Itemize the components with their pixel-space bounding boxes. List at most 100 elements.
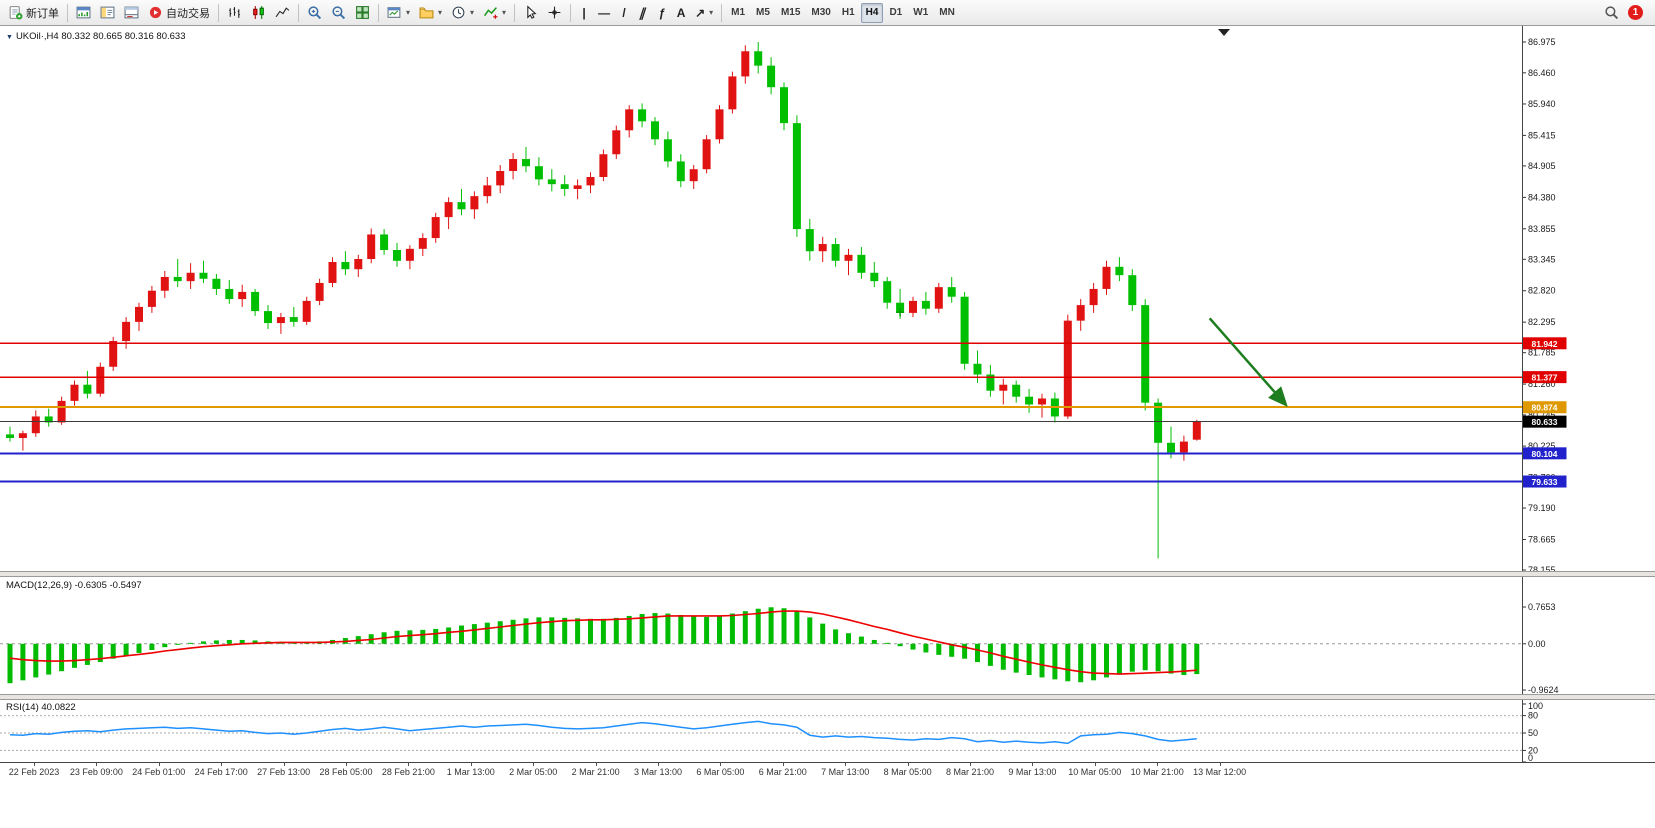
svg-text:100: 100	[1528, 701, 1543, 711]
main-chart[interactable]: 86.975 86.460 85.940 85.415 84.905 84.380 83.8…	[0, 26, 1655, 571]
svg-text:20: 20	[1528, 745, 1538, 755]
timeframe-m15[interactable]: M15	[776, 3, 805, 23]
time-label: 10 Mar 05:00	[1068, 767, 1122, 777]
crosshair-button[interactable]	[543, 2, 566, 24]
horizontal-line-tool[interactable]: —	[594, 2, 614, 24]
svg-text:82.820: 82.820	[1528, 286, 1556, 296]
macd-name: MACD(12,26,9)	[6, 580, 72, 591]
timeframe-h1[interactable]: H1	[837, 3, 860, 23]
bar-chart-button[interactable]	[223, 2, 246, 24]
terminal-icon	[124, 6, 139, 19]
time-label: 6 Mar 21:00	[758, 767, 807, 777]
zoom-out-icon	[332, 6, 346, 20]
price-axis-labels: 86.975 86.460 85.940 85.415 84.905 84.380 83.8…	[1522, 37, 1556, 571]
time-tick	[595, 763, 597, 766]
timeframe-w1[interactable]: W1	[908, 3, 933, 23]
time-tick	[408, 763, 410, 766]
svg-text:85.940: 85.940	[1528, 99, 1556, 109]
time-tick	[658, 763, 659, 766]
svg-text:79.633: 79.633	[1532, 477, 1558, 487]
timeframe-mn[interactable]: MN	[934, 3, 960, 23]
timeframe-d1[interactable]: D1	[884, 3, 907, 23]
time-tick	[970, 763, 971, 766]
pane-splitter[interactable]	[0, 694, 1655, 700]
tile-windows-button[interactable]	[351, 2, 374, 24]
time-label: 22 Feb 2023	[8, 767, 60, 777]
zoom-in-button[interactable]	[303, 2, 326, 24]
profiles-button[interactable]: ▾	[415, 2, 446, 24]
time-label: 27 Feb 13:00	[257, 767, 311, 777]
line-chart-button[interactable]	[271, 2, 294, 24]
time-tick	[907, 763, 909, 766]
channel-tool[interactable]: ∥	[634, 2, 652, 24]
rsi-line	[9, 720, 1197, 745]
vertical-line-tool[interactable]: |	[575, 2, 593, 24]
macd-pane[interactable]: 0.7653 0.00 -0.9624	[0, 577, 1655, 694]
pane-splitter[interactable]	[0, 571, 1655, 577]
timeframe-m30[interactable]: M30	[806, 3, 835, 23]
auto-trading-button[interactable]: 自动交易	[144, 2, 214, 24]
svg-text:84.380: 84.380	[1528, 192, 1556, 202]
trend-arrow-annotation	[1208, 317, 1288, 408]
svg-text:78.665: 78.665	[1528, 534, 1556, 544]
svg-text:85.415: 85.415	[1528, 130, 1556, 140]
symbol-title: UKOil·,H4	[15, 31, 59, 42]
toolbar-separator	[218, 3, 219, 22]
horizontal-levels-layer	[0, 342, 1522, 483]
auto-trading-icon	[149, 6, 162, 19]
svg-text:0.7653: 0.7653	[1528, 602, 1556, 612]
svg-text:80.633: 80.633	[1532, 417, 1558, 427]
toolbar-separator	[298, 3, 299, 22]
svg-text:82.295: 82.295	[1528, 317, 1556, 327]
chevron-down-icon: ▾	[470, 8, 475, 17]
new-chart-button[interactable]: ▾	[383, 2, 414, 24]
time-tick	[1094, 763, 1096, 766]
svg-text:80.745: 80.745	[1528, 410, 1556, 420]
svg-text:0: 0	[1528, 753, 1533, 762]
arrows-tool[interactable]: ↗ ▾	[691, 2, 717, 24]
search-icon	[1605, 6, 1619, 20]
macd-signal-line	[9, 610, 1197, 675]
time-tick	[283, 763, 285, 766]
time-tick	[782, 763, 784, 766]
svg-text:86.975: 86.975	[1528, 37, 1556, 47]
notification-badge[interactable]: 1	[1628, 5, 1643, 20]
time-tick	[96, 763, 98, 766]
navigator-button[interactable]	[96, 2, 119, 24]
search-button[interactable]	[1600, 2, 1623, 24]
chart-window-button[interactable]	[72, 2, 95, 24]
svg-text:81.260: 81.260	[1528, 379, 1556, 389]
trendline-tool[interactable]: /	[615, 2, 633, 24]
bar-chart-icon	[229, 7, 240, 18]
new-order-button[interactable]: 新订单	[4, 2, 63, 24]
rsi-value: 40.0822	[41, 702, 76, 713]
toolbar-separator	[378, 3, 379, 22]
time-label: 13 Mar 12:00	[1193, 767, 1247, 777]
timeframe-h4[interactable]: H4	[860, 2, 884, 23]
indicators-button[interactable]: ▾	[479, 2, 510, 24]
new-order-icon	[9, 6, 23, 20]
macd-label: MACD(12,26,9) -0.6305 -0.5497	[6, 580, 142, 591]
cursor-button[interactable]	[519, 2, 542, 24]
chevron-down-icon: ▾	[406, 8, 411, 17]
period-clock-button[interactable]: ▾	[447, 2, 478, 24]
timeframe-m1[interactable]: M1	[726, 3, 750, 23]
candlestick-button[interactable]	[247, 2, 270, 24]
text-tool[interactable]: A	[672, 2, 690, 24]
auto-trading-label: 自动交易	[166, 7, 210, 20]
time-axis[interactable]: 22 Feb 2023 23 Feb 09:00 24 Feb 01:00 24 Fe…	[0, 762, 1655, 780]
price-axis-line	[1522, 26, 1523, 762]
plus-marker	[896, 308, 905, 317]
terminal-button[interactable]	[120, 2, 143, 24]
profiles-folder-icon	[419, 7, 434, 19]
time-tick	[1032, 763, 1034, 766]
navigator-icon	[100, 6, 115, 19]
fibonacci-tool[interactable]: ƒ	[653, 2, 671, 24]
macd-histogram	[7, 607, 1200, 684]
symbol-dropdown-icon[interactable]: ▼	[6, 34, 13, 41]
zoom-out-button[interactable]	[327, 2, 350, 24]
timeframe-m5[interactable]: M5	[751, 3, 775, 23]
svg-text:79.190: 79.190	[1528, 503, 1556, 513]
svg-text:80.874: 80.874	[1532, 403, 1558, 413]
